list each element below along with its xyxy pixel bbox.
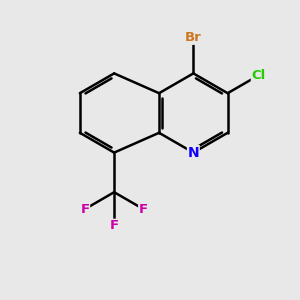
Text: N: N bbox=[188, 146, 199, 160]
Text: F: F bbox=[139, 202, 148, 215]
Text: Br: Br bbox=[185, 31, 202, 44]
Text: F: F bbox=[110, 219, 119, 232]
Text: F: F bbox=[80, 202, 90, 215]
Text: Cl: Cl bbox=[251, 69, 266, 82]
